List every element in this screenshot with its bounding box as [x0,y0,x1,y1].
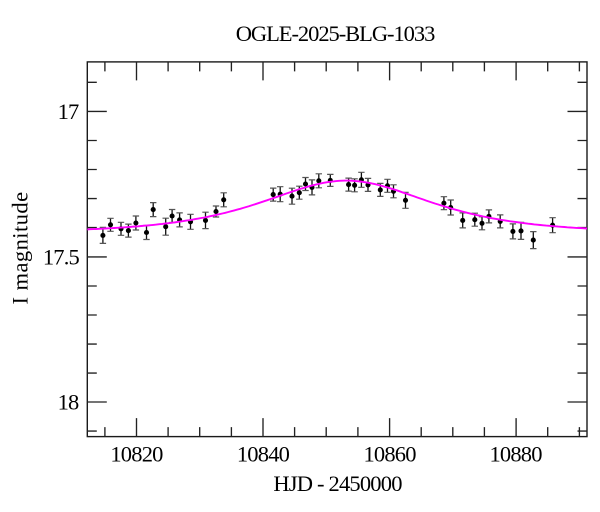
svg-text:I magnitude: I magnitude [8,191,33,304]
svg-text:18: 18 [58,389,79,414]
svg-text:10840: 10840 [237,441,290,466]
svg-text:10880: 10880 [489,441,542,466]
svg-text:10860: 10860 [363,441,416,466]
svg-text:10820: 10820 [110,441,163,466]
svg-text:OGLE-2025-BLG-1033: OGLE-2025-BLG-1033 [236,21,435,46]
svg-text:HJD - 2450000: HJD - 2450000 [273,471,402,496]
svg-text:17.5: 17.5 [43,244,80,269]
svg-text:17: 17 [58,99,79,124]
